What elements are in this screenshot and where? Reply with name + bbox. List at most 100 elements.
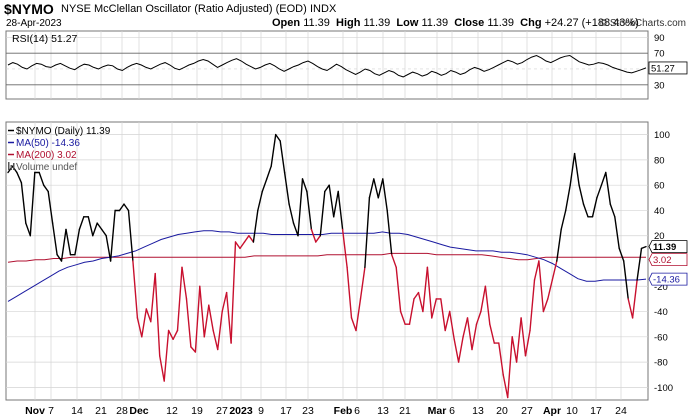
nymo-line-segment — [386, 209, 393, 256]
x-tick-label: Apr — [543, 405, 561, 417]
nymo-line-segment — [185, 298, 192, 348]
x-tick-label: 21 — [95, 405, 107, 417]
nymo-line-segment — [346, 266, 353, 319]
nymo-line-segment — [395, 266, 402, 313]
nymo-line-segment — [216, 310, 223, 351]
nymo-line-segment — [239, 241, 246, 250]
nymo-line-segment — [413, 291, 420, 300]
x-tick-label: 10 — [566, 405, 578, 417]
nymo-line-segment — [154, 272, 161, 357]
nymo-line-segment — [328, 184, 335, 218]
nymo-line-segment — [431, 298, 437, 319]
rsi-label: RSI(14) 51.27 — [12, 33, 78, 45]
high-label: High — [336, 17, 361, 29]
low-value: 11.39 — [421, 17, 449, 29]
nymo-line-segment — [618, 247, 625, 262]
nymo-line-segment — [520, 317, 527, 357]
nymo-line-segment — [92, 222, 98, 237]
x-tick-label: 13 — [472, 405, 484, 417]
nymo-line-segment — [417, 291, 424, 313]
x-tick-label: 21 — [399, 405, 411, 417]
x-tick-label: 24 — [615, 405, 627, 417]
nymo-line-segment — [515, 317, 522, 363]
nymo-line-segment — [65, 228, 72, 256]
nymo-line-segment — [292, 222, 299, 237]
nymo-line-segment — [457, 336, 464, 363]
ma200-last-value-box — [648, 253, 688, 267]
nymo-line-segment — [382, 178, 388, 212]
nymo-line-segment — [333, 190, 339, 218]
y-tick-label: 100 — [654, 130, 670, 141]
rsi-panel-frame — [5, 30, 649, 100]
nymo-line-segment — [529, 279, 536, 332]
nymo-line-segment — [301, 178, 308, 193]
close-last-value-box — [648, 240, 688, 254]
nymo-line-segment — [203, 304, 210, 338]
x-tick-label: 13 — [377, 405, 389, 417]
close-label: Close — [454, 17, 485, 29]
nymo-line-segment — [172, 329, 179, 340]
x-tick-label: 2023 — [229, 405, 253, 417]
nymo-line-segment — [158, 355, 165, 382]
nymo-line-segment — [132, 260, 139, 319]
nymo-line-segment — [319, 190, 326, 237]
nymo-line-segment — [368, 178, 375, 199]
nymo-line-segment — [542, 298, 549, 313]
nymo-line-segment — [310, 228, 317, 243]
x-tick-label: Nov — [25, 405, 45, 417]
nymo-line-segment — [502, 374, 509, 399]
nymo-line-segment — [288, 203, 295, 224]
nymo-line-segment — [569, 152, 576, 186]
nymo-line-segment — [297, 178, 304, 237]
y-tick-label: 80 — [654, 155, 665, 166]
x-tick-label: 20 — [496, 405, 508, 417]
nymo-line-segment — [377, 178, 384, 199]
exchange-label: INDX — [310, 3, 337, 15]
nymo-line-segment — [631, 279, 638, 319]
nymo-line-segment — [74, 228, 81, 256]
nymo-line-segment — [141, 308, 148, 338]
open-value: 11.39 — [303, 17, 330, 29]
nymo-line-segment — [261, 178, 268, 193]
y-tick-label: 20 — [654, 231, 665, 242]
nymo-line-segment — [524, 329, 531, 357]
nymo-line-segment — [96, 222, 103, 231]
nymo-line-segment — [489, 323, 495, 344]
nymo-line-segment — [475, 310, 482, 325]
nymo-line-segment — [578, 184, 585, 205]
legend-entry: MA(50) -14.36 — [16, 138, 80, 149]
legend-entry: MA(200) 3.02 — [16, 150, 77, 161]
open-label: Open — [272, 17, 301, 29]
nymo-line-segment — [422, 266, 429, 313]
nymo-line-segment — [243, 234, 250, 243]
nymo-line-segment — [123, 203, 130, 212]
y-tick-label: -100 — [654, 383, 673, 394]
nymo-line-segment — [127, 209, 134, 262]
nymo-line-segment — [449, 310, 455, 340]
nymo-line-segment — [176, 266, 183, 332]
nymo-line-segment — [462, 317, 469, 338]
nymo-line-segment — [623, 260, 629, 300]
main-panel-frame — [5, 121, 649, 401]
brand-watermark: © StockCharts.com — [599, 18, 686, 29]
nymo-line-segment — [25, 222, 31, 237]
nymo-line-segment — [150, 272, 156, 323]
high-value: 11.39 — [363, 17, 391, 29]
nymo-line-segment — [533, 260, 540, 281]
nymo-line-segment — [194, 285, 201, 353]
nymo-line-segment — [408, 298, 415, 325]
nymo-line-segment — [29, 171, 36, 237]
nymo-line-segment — [444, 310, 451, 332]
nymo-line-segment — [167, 329, 174, 340]
x-tick-label: 14 — [71, 405, 83, 417]
nymo-line-segment — [324, 184, 330, 193]
legend-entry: Volume undef — [16, 162, 77, 173]
nymo-line-segment — [364, 197, 371, 268]
nymo-line-segment — [275, 133, 281, 142]
nymo-line-segment — [51, 222, 58, 256]
volume-legend-icon — [10, 165, 12, 170]
nymo-line-segment — [136, 317, 143, 338]
nymo-line-segment — [399, 310, 406, 325]
change-label: Chg — [520, 17, 542, 29]
